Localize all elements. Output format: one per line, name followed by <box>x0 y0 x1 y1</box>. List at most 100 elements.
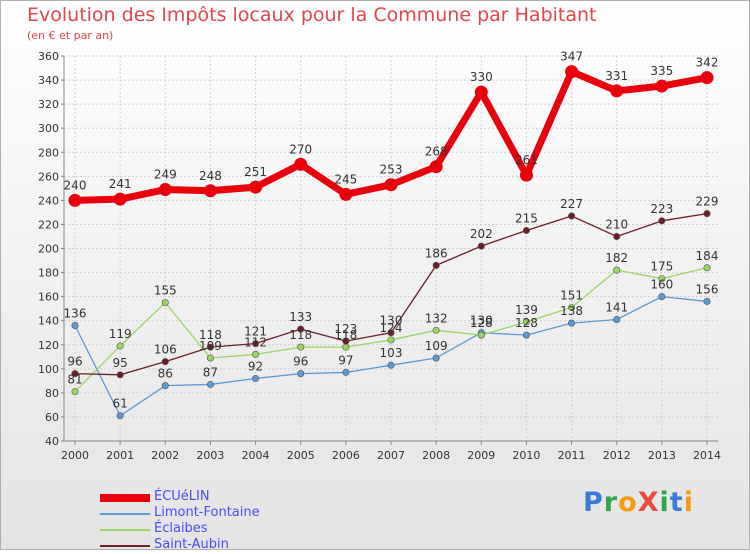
data-label-1-3: 87 <box>203 365 218 379</box>
data-point-3-8 <box>432 261 440 269</box>
data-label-2-12: 182 <box>605 251 628 265</box>
data-point-1-8 <box>432 354 440 362</box>
data-label-0-9: 330 <box>470 70 493 84</box>
data-point-3-6 <box>342 337 350 345</box>
legend-label: Limont-Fontaine <box>154 505 260 520</box>
data-point-0-12 <box>610 84 624 98</box>
data-point-1-2 <box>161 382 169 390</box>
logo-letter: X <box>637 487 660 518</box>
data-label-1-0: 136 <box>64 307 87 321</box>
data-point-0-3 <box>203 184 217 198</box>
data-label-2-1: 119 <box>109 327 132 341</box>
data-label-1-6: 97 <box>338 353 353 367</box>
legend-label: Saint-Aubin <box>154 537 229 552</box>
data-label-1-7: 103 <box>380 346 403 360</box>
y-tick-label-320: 320 <box>38 98 59 111</box>
data-label-0-10: 261 <box>515 153 538 167</box>
data-label-2-2: 155 <box>154 284 177 298</box>
logo-letter: i <box>683 487 694 518</box>
data-point-0-9 <box>474 85 488 99</box>
data-point-3-0 <box>71 370 79 378</box>
x-tick-label-2003: 2003 <box>196 449 224 462</box>
chart-title: Evolution des Impôts locaux pour la Comm… <box>27 4 597 26</box>
data-point-1-11 <box>568 319 576 327</box>
x-tick-label-2009: 2009 <box>467 449 495 462</box>
data-label-2-14: 184 <box>696 249 719 263</box>
data-label-1-13: 160 <box>650 278 673 292</box>
data-point-0-11 <box>565 65 579 79</box>
data-label-3-6: 123 <box>334 322 357 336</box>
logo-letter: P <box>583 487 604 518</box>
y-tick-label-140: 140 <box>38 315 59 328</box>
data-label-2-7: 124 <box>380 321 403 335</box>
data-point-1-4 <box>252 374 260 382</box>
data-label-2-13: 175 <box>650 260 673 274</box>
x-tick-label-2012: 2012 <box>603 449 631 462</box>
data-label-3-10: 215 <box>515 211 538 225</box>
x-tick-label-2011: 2011 <box>558 449 586 462</box>
y-tick-label-340: 340 <box>38 74 59 87</box>
data-label-3-1: 95 <box>113 356 128 370</box>
y-tick-label-220: 220 <box>38 218 59 231</box>
data-point-2-8 <box>432 326 440 334</box>
data-label-0-13: 335 <box>650 64 673 78</box>
x-tick-label-2004: 2004 <box>242 449 270 462</box>
data-label-3-9: 202 <box>470 227 493 241</box>
y-tick-label-40: 40 <box>45 435 59 448</box>
data-label-0-11: 347 <box>560 50 583 64</box>
data-label-1-14: 156 <box>696 282 719 296</box>
data-point-0-2 <box>158 183 172 197</box>
data-label-1-9: 130 <box>470 314 493 328</box>
data-point-1-13 <box>658 293 666 301</box>
data-label-0-8: 268 <box>425 145 448 159</box>
legend-label: ÉCUéLIN <box>154 489 210 504</box>
data-point-3-2 <box>161 358 169 366</box>
data-point-1-1 <box>116 412 124 420</box>
data-point-1-12 <box>613 315 621 323</box>
data-point-2-4 <box>252 350 260 358</box>
data-label-0-12: 331 <box>605 69 628 83</box>
data-label-3-8: 186 <box>425 246 448 260</box>
data-point-2-6 <box>342 343 350 351</box>
data-label-3-12: 210 <box>605 217 628 231</box>
data-label-3-13: 223 <box>650 202 673 216</box>
data-label-2-9: 128 <box>470 316 493 330</box>
data-point-1-7 <box>387 361 395 369</box>
data-label-3-7: 130 <box>380 314 403 328</box>
y-tick-label-120: 120 <box>38 339 59 352</box>
y-tick-label-100: 100 <box>38 363 59 376</box>
data-point-0-5 <box>294 157 308 171</box>
data-point-0-14 <box>700 71 714 85</box>
x-tick-label-2001: 2001 <box>106 449 134 462</box>
data-label-3-14: 229 <box>696 195 719 209</box>
x-tick-label-2013: 2013 <box>648 449 676 462</box>
data-point-2-2 <box>161 299 169 307</box>
data-point-3-1 <box>116 371 124 379</box>
data-label-0-1: 241 <box>109 177 132 191</box>
data-label-0-5: 270 <box>289 142 312 156</box>
x-tick-label-2014: 2014 <box>693 449 721 462</box>
data-point-1-10 <box>522 331 530 339</box>
y-tick-label-180: 180 <box>38 267 59 280</box>
data-label-3-2: 106 <box>154 343 177 357</box>
data-point-3-14 <box>703 210 711 218</box>
data-point-0-8 <box>429 160 443 174</box>
data-point-1-0 <box>71 321 79 329</box>
y-tick-label-80: 80 <box>45 387 59 400</box>
data-label-2-0: 81 <box>67 373 82 387</box>
data-point-1-3 <box>206 380 214 388</box>
data-point-2-11 <box>568 303 576 311</box>
x-tick-label-2008: 2008 <box>422 449 450 462</box>
data-label-2-3: 109 <box>199 339 222 353</box>
data-label-2-4: 112 <box>244 335 267 349</box>
data-label-1-4: 92 <box>248 359 263 373</box>
y-tick-label-160: 160 <box>38 291 59 304</box>
data-point-2-9 <box>477 331 485 339</box>
data-point-0-13 <box>655 79 669 93</box>
data-label-1-1: 61 <box>113 397 128 411</box>
data-label-2-10: 139 <box>515 303 538 317</box>
data-label-0-7: 253 <box>380 163 403 177</box>
y-tick-label-240: 240 <box>38 194 59 207</box>
data-label-0-4: 251 <box>244 165 267 179</box>
